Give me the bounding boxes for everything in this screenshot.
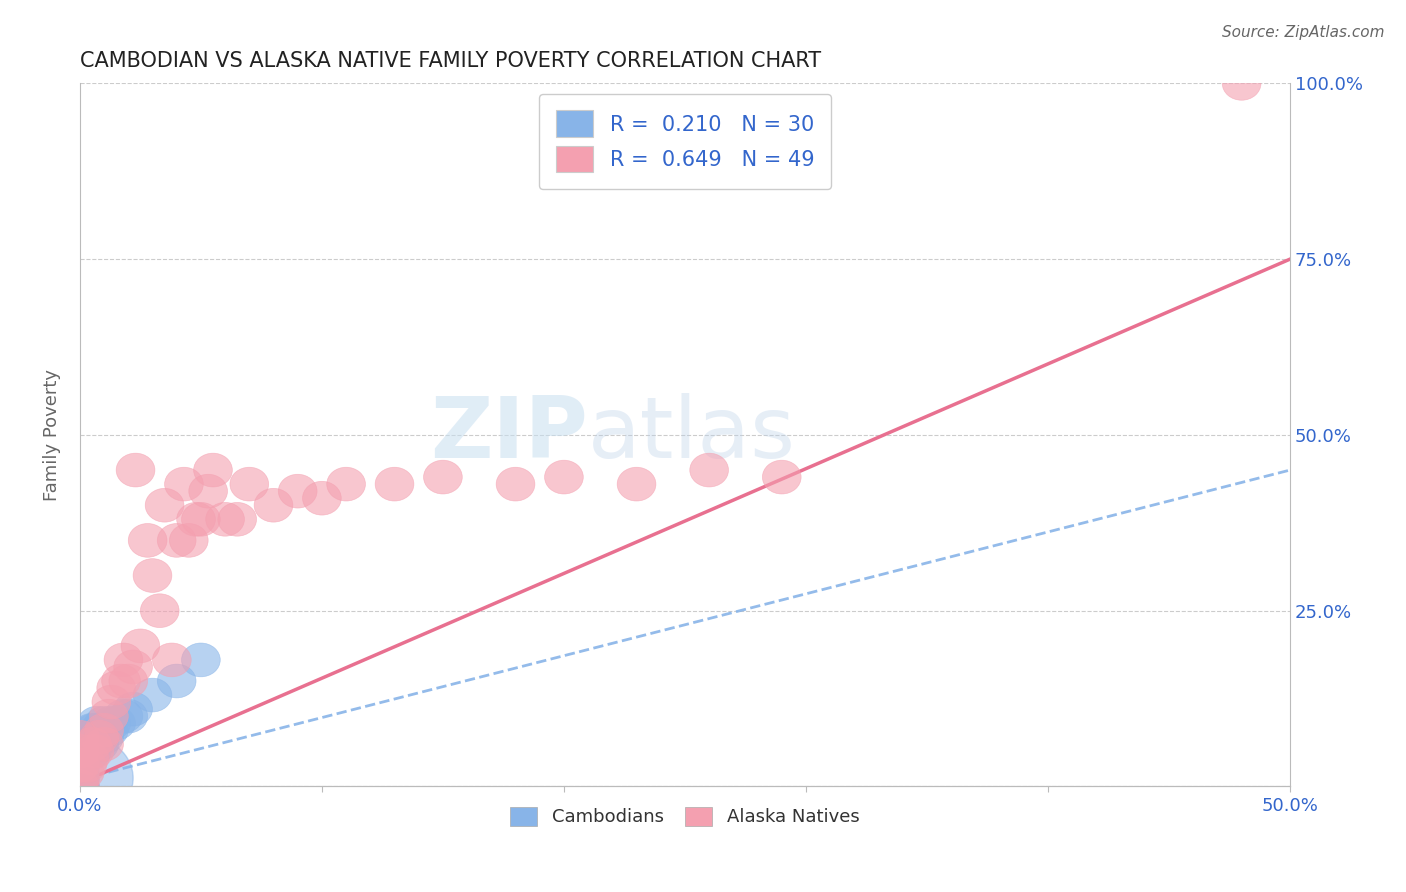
Ellipse shape xyxy=(128,524,167,558)
Ellipse shape xyxy=(181,643,221,677)
Ellipse shape xyxy=(75,734,114,768)
Ellipse shape xyxy=(205,502,245,536)
Ellipse shape xyxy=(60,721,100,754)
Ellipse shape xyxy=(67,721,107,754)
Text: ZIP: ZIP xyxy=(430,393,588,476)
Ellipse shape xyxy=(65,756,104,789)
Ellipse shape xyxy=(134,678,172,712)
Legend: Cambodians, Alaska Natives: Cambodians, Alaska Natives xyxy=(503,800,868,834)
Ellipse shape xyxy=(80,714,118,747)
Ellipse shape xyxy=(67,748,107,782)
Ellipse shape xyxy=(326,467,366,501)
Text: Source: ZipAtlas.com: Source: ZipAtlas.com xyxy=(1222,25,1385,40)
Ellipse shape xyxy=(544,460,583,494)
Ellipse shape xyxy=(157,524,195,558)
Ellipse shape xyxy=(60,741,100,775)
Ellipse shape xyxy=(60,734,100,768)
Ellipse shape xyxy=(60,748,100,782)
Ellipse shape xyxy=(73,727,111,761)
Ellipse shape xyxy=(60,734,100,768)
Ellipse shape xyxy=(101,665,141,698)
Ellipse shape xyxy=(97,671,135,705)
Ellipse shape xyxy=(302,482,342,515)
Ellipse shape xyxy=(114,692,152,726)
Ellipse shape xyxy=(157,665,195,698)
Ellipse shape xyxy=(75,714,114,747)
Text: atlas: atlas xyxy=(588,393,796,476)
Ellipse shape xyxy=(121,629,160,663)
Ellipse shape xyxy=(690,453,728,487)
Ellipse shape xyxy=(84,721,124,754)
Ellipse shape xyxy=(90,699,128,733)
Ellipse shape xyxy=(77,706,117,740)
Ellipse shape xyxy=(70,741,108,775)
Ellipse shape xyxy=(181,502,221,536)
Ellipse shape xyxy=(423,460,463,494)
Ellipse shape xyxy=(67,734,107,768)
Ellipse shape xyxy=(60,770,100,804)
Ellipse shape xyxy=(375,467,413,501)
Ellipse shape xyxy=(188,475,228,508)
Ellipse shape xyxy=(194,453,232,487)
Ellipse shape xyxy=(114,650,152,684)
Ellipse shape xyxy=(108,699,148,733)
Ellipse shape xyxy=(60,763,100,797)
Ellipse shape xyxy=(762,460,801,494)
Ellipse shape xyxy=(152,643,191,677)
Ellipse shape xyxy=(496,467,534,501)
Ellipse shape xyxy=(617,467,657,501)
Ellipse shape xyxy=(84,714,124,747)
Ellipse shape xyxy=(1222,67,1261,100)
Ellipse shape xyxy=(165,467,204,501)
Ellipse shape xyxy=(254,488,292,522)
Ellipse shape xyxy=(60,748,100,782)
Text: CAMBODIAN VS ALASKA NATIVE FAMILY POVERTY CORRELATION CHART: CAMBODIAN VS ALASKA NATIVE FAMILY POVERT… xyxy=(80,51,821,70)
Ellipse shape xyxy=(91,685,131,719)
Ellipse shape xyxy=(73,734,111,768)
Ellipse shape xyxy=(60,770,100,804)
Ellipse shape xyxy=(37,736,134,821)
Ellipse shape xyxy=(60,770,100,804)
Ellipse shape xyxy=(169,524,208,558)
Ellipse shape xyxy=(117,453,155,487)
Ellipse shape xyxy=(60,756,100,789)
Ellipse shape xyxy=(108,665,148,698)
Ellipse shape xyxy=(90,714,128,747)
Ellipse shape xyxy=(60,763,100,797)
Ellipse shape xyxy=(60,727,100,761)
Y-axis label: Family Poverty: Family Poverty xyxy=(44,369,60,501)
Ellipse shape xyxy=(218,502,256,536)
Ellipse shape xyxy=(278,475,318,508)
Ellipse shape xyxy=(231,467,269,501)
Ellipse shape xyxy=(84,706,124,740)
Ellipse shape xyxy=(80,721,118,754)
Ellipse shape xyxy=(80,727,118,761)
Ellipse shape xyxy=(134,558,172,592)
Ellipse shape xyxy=(73,721,111,754)
Ellipse shape xyxy=(77,721,117,754)
Ellipse shape xyxy=(141,594,179,628)
Ellipse shape xyxy=(73,714,111,747)
Ellipse shape xyxy=(75,727,114,761)
Ellipse shape xyxy=(104,699,143,733)
Ellipse shape xyxy=(145,488,184,522)
Ellipse shape xyxy=(91,706,131,740)
Ellipse shape xyxy=(177,502,215,536)
Ellipse shape xyxy=(104,643,143,677)
Ellipse shape xyxy=(84,727,124,761)
Ellipse shape xyxy=(97,706,135,740)
